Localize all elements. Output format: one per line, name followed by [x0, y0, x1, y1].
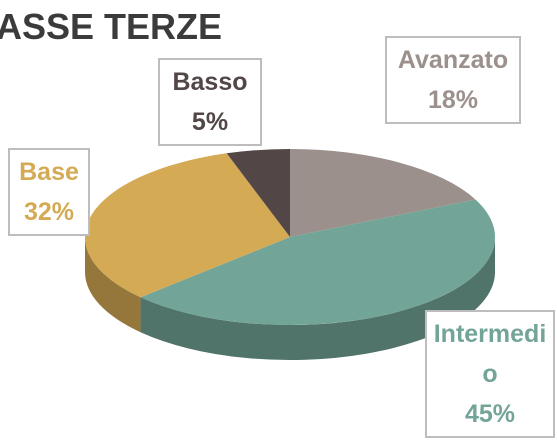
category-label: Intermedio: [433, 320, 547, 388]
slice-top: [85, 153, 290, 298]
slice: [290, 149, 476, 237]
slice: [85, 153, 290, 333]
slice: [140, 199, 495, 360]
slice-top: [140, 199, 495, 325]
slice-side: [85, 237, 141, 333]
data-label: Avanzato 18%: [385, 36, 521, 124]
category-label: Avanzato: [397, 46, 509, 74]
slice: [226, 149, 290, 237]
slice-top: [226, 149, 290, 237]
data-label: Basso 5%: [158, 58, 262, 146]
value-label: 18%: [427, 86, 479, 114]
category-label: Base: [19, 158, 79, 186]
category-label: Basso: [172, 68, 248, 96]
value-label: 32%: [23, 198, 75, 226]
slice-top: [290, 149, 476, 237]
value-label: 45%: [464, 400, 516, 428]
data-label: Intermedio 45%: [425, 310, 555, 438]
chart-title: ASSE TERZE: [0, 6, 223, 47]
data-label: Base 32%: [8, 148, 90, 236]
value-label: 5%: [191, 108, 229, 136]
slice-side: [140, 237, 495, 360]
